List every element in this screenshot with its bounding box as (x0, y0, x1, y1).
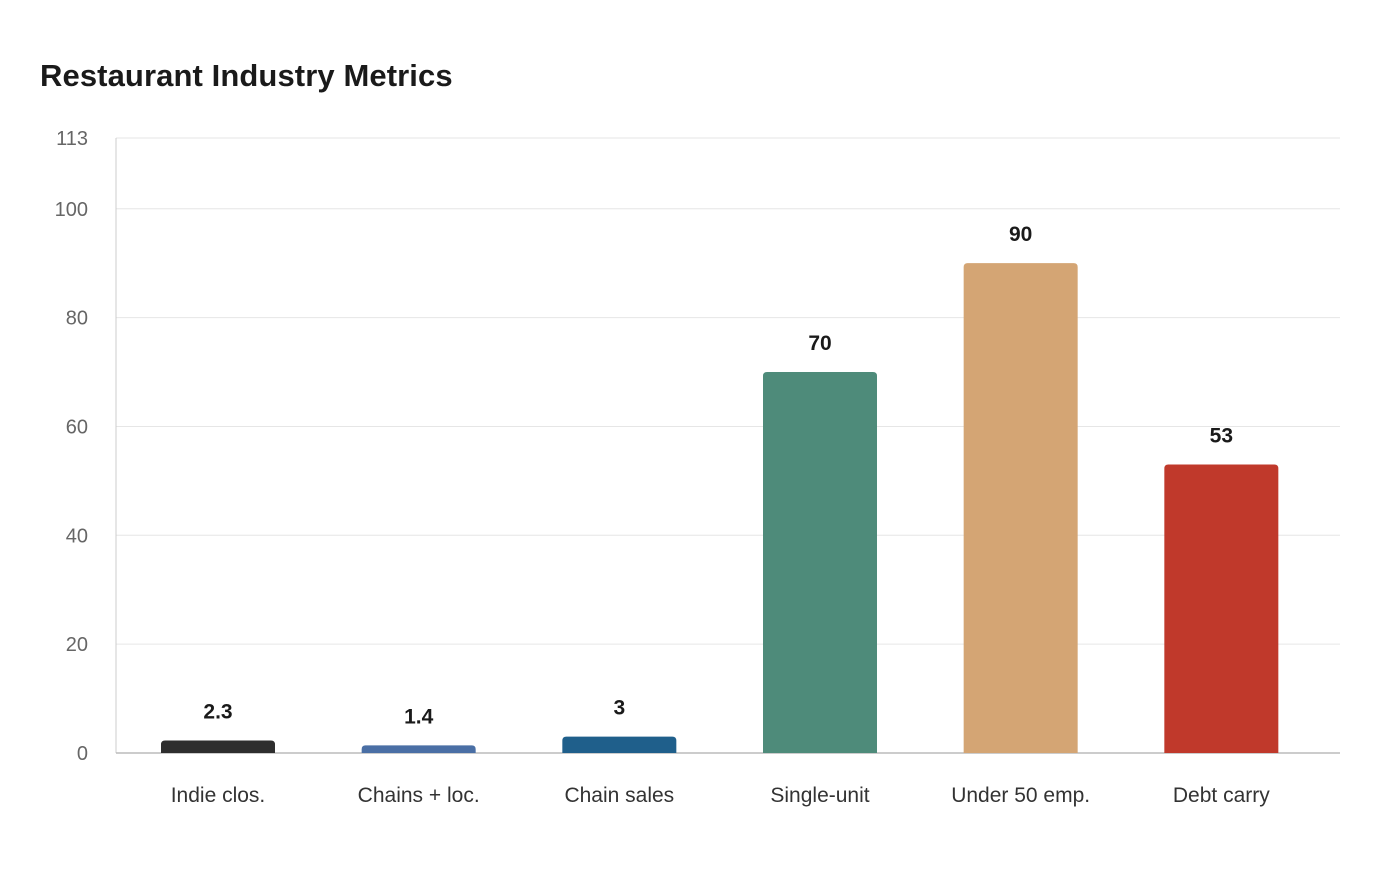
bar-indie-clos (161, 740, 275, 753)
data-label: 3 (613, 697, 625, 720)
chart-title: Restaurant Industry Metrics (40, 58, 453, 93)
x-tick-label: Indie clos. (171, 784, 266, 807)
gridlines (116, 137, 1340, 645)
y-tick-label: 0 (77, 743, 88, 765)
y-tick-label: 113 (56, 128, 88, 150)
bar-debt-carry (1164, 464, 1279, 753)
x-tick-label: Debt carry (1173, 784, 1270, 807)
axes (115, 138, 1340, 754)
x-tick-label: Single-unit (770, 784, 869, 807)
x-tick-label: Under 50 emp. (951, 784, 1090, 807)
y-axis-ticks: 0 20 40 60 80 100 113 (55, 128, 88, 765)
data-label: 1.4 (404, 705, 434, 728)
data-label: 2.3 (203, 700, 232, 723)
y-tick-label: 20 (66, 634, 88, 656)
bars (161, 263, 1279, 753)
data-label: 53 (1210, 425, 1233, 448)
x-axis-ticks: Indie clos. Chains + loc. Chain sales Singl… (171, 784, 1271, 807)
x-tick-label: Chain sales (564, 784, 674, 807)
bar-chains-loc (361, 745, 476, 753)
data-label: 90 (1009, 223, 1032, 246)
x-tick-label: Chains + loc. (358, 784, 480, 807)
data-label: 70 (808, 332, 831, 355)
bar-chain-sales (562, 736, 677, 753)
y-tick-label: 40 (66, 525, 88, 547)
y-tick-label: 80 (66, 308, 88, 330)
bar-single-unit (763, 372, 877, 753)
data-labels: 2.3 1.4 3 70 90 53 (203, 223, 1233, 728)
bar-under-50-emp (963, 263, 1078, 753)
y-tick-label: 60 (66, 416, 88, 438)
y-tick-label: 100 (55, 199, 88, 221)
